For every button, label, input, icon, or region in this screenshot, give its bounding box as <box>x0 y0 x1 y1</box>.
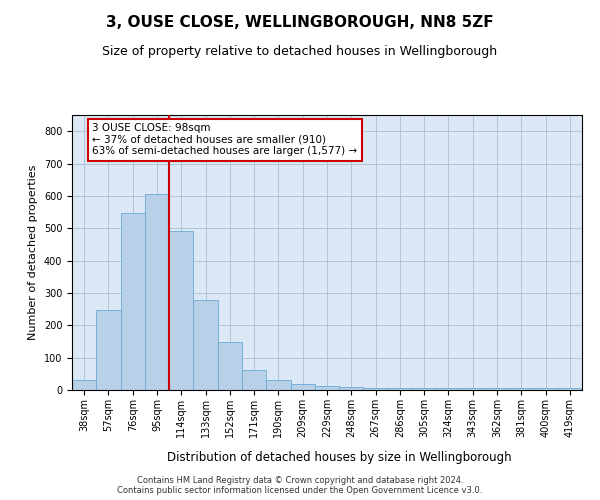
Text: Size of property relative to detached houses in Wellingborough: Size of property relative to detached ho… <box>103 45 497 58</box>
Bar <box>290 384 315 390</box>
Bar <box>96 310 121 390</box>
Bar <box>558 388 582 390</box>
Bar <box>388 388 412 390</box>
Bar <box>436 388 461 390</box>
Bar <box>145 194 169 390</box>
Bar <box>509 388 533 390</box>
Bar <box>533 388 558 390</box>
Bar <box>72 380 96 390</box>
Bar <box>412 388 436 390</box>
Y-axis label: Number of detached properties: Number of detached properties <box>28 165 38 340</box>
Bar <box>364 388 388 390</box>
Bar <box>339 387 364 390</box>
Bar <box>242 370 266 390</box>
Bar <box>193 300 218 390</box>
Text: 3, OUSE CLOSE, WELLINGBOROUGH, NN8 5ZF: 3, OUSE CLOSE, WELLINGBOROUGH, NN8 5ZF <box>106 15 494 30</box>
Bar <box>485 388 509 390</box>
Bar <box>121 212 145 390</box>
Bar <box>461 388 485 390</box>
Text: 3 OUSE CLOSE: 98sqm
← 37% of detached houses are smaller (910)
63% of semi-detac: 3 OUSE CLOSE: 98sqm ← 37% of detached ho… <box>92 123 358 156</box>
Bar <box>169 230 193 390</box>
Bar <box>266 380 290 390</box>
Bar <box>218 342 242 390</box>
Text: Contains HM Land Registry data © Crown copyright and database right 2024.
Contai: Contains HM Land Registry data © Crown c… <box>118 476 482 495</box>
Bar <box>315 386 339 390</box>
Text: Distribution of detached houses by size in Wellingborough: Distribution of detached houses by size … <box>167 451 511 464</box>
